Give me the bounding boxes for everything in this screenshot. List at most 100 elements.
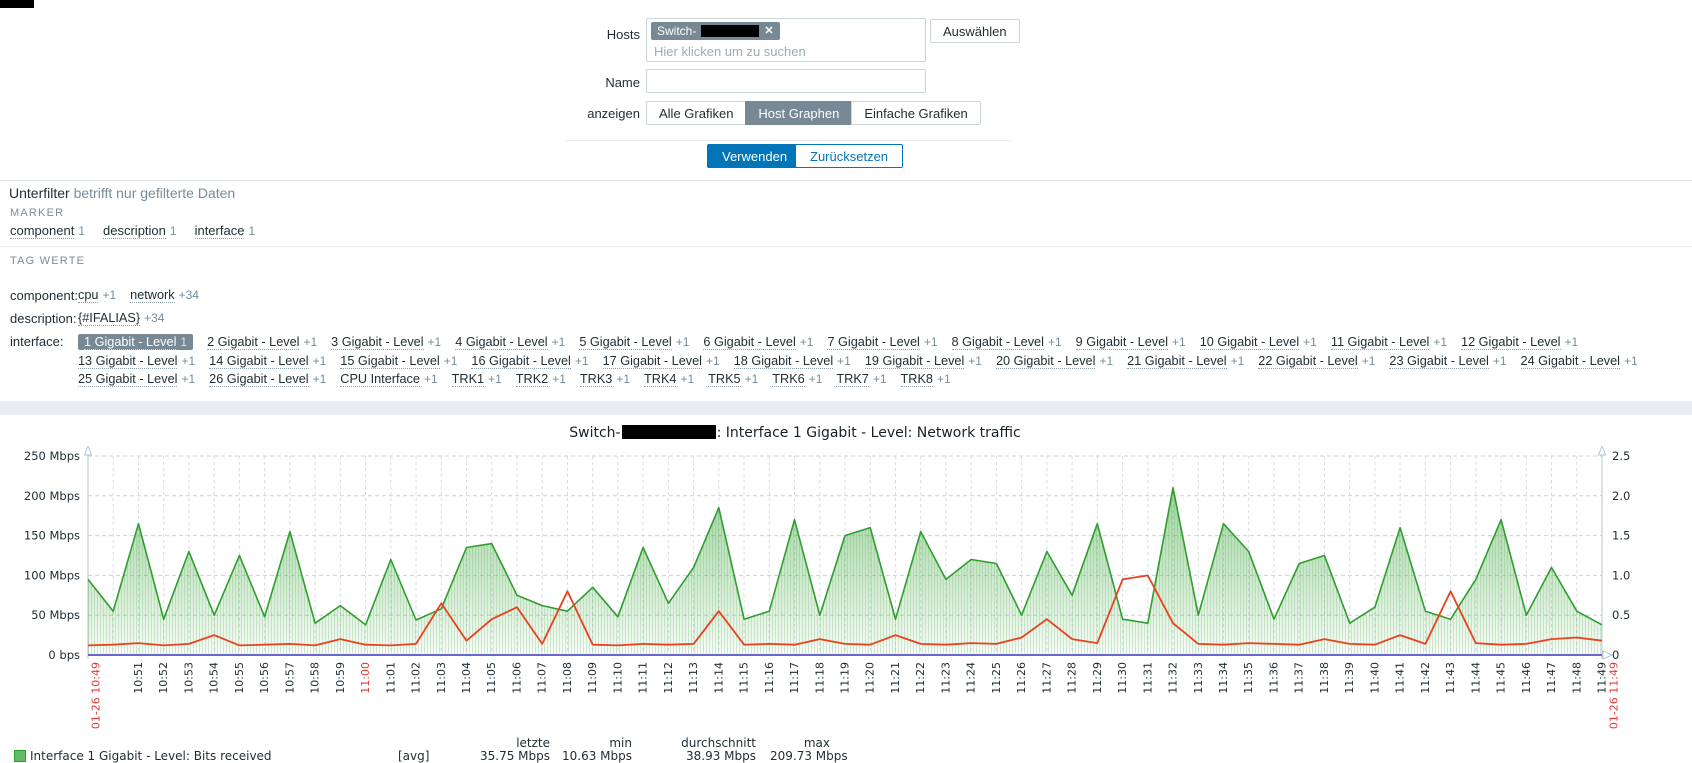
svg-text:2.0: 2.0 [1612, 489, 1630, 503]
chart-title-redaction [622, 425, 716, 439]
svg-text:11:30: 11:30 [1116, 662, 1129, 694]
svg-text:11:22: 11:22 [914, 662, 927, 694]
legend-value-min: 10.63 Mbps [562, 749, 632, 763]
zuruecksetzen-button[interactable]: Zurücksetzen [795, 144, 903, 168]
legend-series-mode: [avg] [398, 749, 429, 763]
svg-text:11:10: 11:10 [611, 662, 624, 694]
svg-text:11:23: 11:23 [939, 662, 952, 694]
tag-chip-4-gigabit-level[interactable]: 4 Gigabit - Level+1 [455, 335, 565, 349]
tag-row-label: interface: [10, 334, 78, 349]
svg-text:11:08: 11:08 [561, 662, 574, 694]
name-label: Name [560, 75, 640, 90]
marker-link-component[interactable]: component1 [10, 223, 85, 238]
tag-chip-trk8[interactable]: TRK8+1 [901, 372, 951, 386]
svg-text:50 Mbps: 50 Mbps [31, 608, 80, 622]
svg-text:11:37: 11:37 [1293, 662, 1306, 694]
anzeigen-option-host-graphen[interactable]: Host Graphen [745, 101, 852, 125]
tag-chip-15-gigabit-level[interactable]: 15 Gigabit - Level+1 [340, 354, 457, 368]
tag-chip-19-gigabit-level[interactable]: 19 Gigabit - Level+1 [865, 354, 982, 368]
tag-chip-23-gigabit-level[interactable]: 23 Gigabit - Level+1 [1389, 354, 1506, 368]
legend-swatch [14, 750, 26, 762]
svg-text:250 Mbps: 250 Mbps [24, 449, 80, 463]
tag-chip-1-gigabit-level[interactable]: 1 Gigabit - Level1 [78, 334, 193, 350]
tag-chip-24-gigabit-level[interactable]: 24 Gigabit - Level+1 [1521, 354, 1638, 368]
host-multiselect[interactable]: Switch- ✕ Hier klicken um zu suchen [646, 18, 926, 62]
anzeigen-option-alle-grafiken[interactable]: Alle Grafiken [646, 101, 746, 125]
tag-chip-2-gigabit-level[interactable]: 2 Gigabit - Level+1 [207, 335, 317, 349]
name-input[interactable] [646, 69, 926, 93]
tag-chip-25-gigabit-level[interactable]: 25 Gigabit - Level+1 [78, 372, 195, 386]
tag-chip-trk5[interactable]: TRK5+1 [708, 372, 758, 386]
tag-chip-7-gigabit-level[interactable]: 7 Gigabit - Level+1 [827, 335, 937, 349]
svg-text:11:18: 11:18 [813, 662, 826, 694]
svg-text:11:38: 11:38 [1318, 662, 1331, 694]
tag-chip-5-gigabit-level[interactable]: 5 Gigabit - Level+1 [579, 335, 689, 349]
svg-text:11:09: 11:09 [586, 662, 599, 694]
tag-chip-10-gigabit-level[interactable]: 10 Gigabit - Level+1 [1200, 335, 1317, 349]
svg-text:0.5: 0.5 [1612, 608, 1630, 622]
tag-werte-header: TAG WERTE [10, 255, 85, 267]
marker-links-row: component1 description1 interface1 [10, 223, 255, 238]
tag-chip-12-gigabit-level[interactable]: 12 Gigabit - Level+1 [1461, 335, 1578, 349]
tag-chip-11-gigabit-level[interactable]: 11 Gigabit - Level+1 [1331, 335, 1447, 349]
marker-link-description[interactable]: description1 [103, 223, 177, 238]
svg-text:11:00: 11:00 [359, 662, 372, 694]
tag-row-component: component:cpu+1network+34 [10, 288, 1690, 303]
tag-chip-trk6[interactable]: TRK6+1 [772, 372, 822, 386]
tag-chip-20-gigabit-level[interactable]: 20 Gigabit - Level+1 [996, 354, 1113, 368]
tag-chip-18-gigabit-level[interactable]: 18 Gigabit - Level+1 [734, 354, 851, 368]
host-chip[interactable]: Switch- ✕ [651, 22, 780, 40]
tag-chip-16-gigabit-level[interactable]: 16 Gigabit - Level+1 [471, 354, 588, 368]
svg-text:11:11: 11:11 [637, 662, 650, 694]
tag-chip-cpu-interface[interactable]: CPU Interface+1 [340, 372, 437, 386]
subfilter-subtitle: betrifft nur gefilterte Daten [74, 185, 236, 201]
tag-chip-9-gigabit-level[interactable]: 9 Gigabit - Level+1 [1076, 335, 1186, 349]
tag-chip-3-gigabit-level[interactable]: 3 Gigabit - Level+1 [331, 335, 441, 349]
svg-text:11:27: 11:27 [1040, 662, 1053, 694]
tag-chip-cpu[interactable]: cpu+1 [78, 288, 116, 302]
svg-text:11:44: 11:44 [1469, 662, 1482, 694]
tag-chip-trk1[interactable]: TRK1+1 [452, 372, 502, 386]
svg-text:10:59: 10:59 [334, 662, 347, 694]
tag-chip-trk4[interactable]: TRK4+1 [644, 372, 694, 386]
tag-chip--ifalias-[interactable]: {#IFALIAS}+34 [78, 311, 164, 325]
anzeigen-label: anzeigen [560, 106, 640, 121]
auswaehlen-button[interactable]: Auswählen [930, 19, 1020, 43]
tag-chip-13-gigabit-level[interactable]: 13 Gigabit - Level+1 [78, 354, 195, 368]
svg-text:10:52: 10:52 [157, 662, 170, 694]
tag-chip-trk3[interactable]: TRK3+1 [580, 372, 630, 386]
svg-text:11:03: 11:03 [435, 662, 448, 694]
svg-text:11:01: 11:01 [384, 662, 397, 694]
verwenden-button[interactable]: Verwenden [707, 144, 802, 168]
svg-text:11:39: 11:39 [1343, 662, 1356, 694]
tag-chip-26-gigabit-level[interactable]: 26 Gigabit - Level+1 [209, 372, 326, 386]
svg-text:11:17: 11:17 [788, 662, 801, 694]
multiselect-placeholder[interactable]: Hier klicken um zu suchen [651, 40, 921, 59]
tag-chip-trk2[interactable]: TRK2+1 [516, 372, 566, 386]
chart-title-suffix: : Interface 1 Gigabit - Level: Network t… [717, 425, 1021, 441]
svg-text:150 Mbps: 150 Mbps [24, 529, 80, 543]
svg-text:11:47: 11:47 [1545, 662, 1558, 694]
tag-chip-8-gigabit-level[interactable]: 8 Gigabit - Level+1 [952, 335, 1062, 349]
tag-chip-22-gigabit-level[interactable]: 22 Gigabit - Level+1 [1258, 354, 1375, 368]
svg-text:01-26 11:49: 01-26 11:49 [1608, 662, 1621, 729]
tag-chip-network[interactable]: network+34 [130, 288, 199, 302]
tag-chip-17-gigabit-level[interactable]: 17 Gigabit - Level+1 [603, 354, 720, 368]
chip-remove-icon[interactable]: ✕ [764, 24, 773, 38]
marker-link-interface[interactable]: interface1 [195, 223, 256, 238]
tag-chip-6-gigabit-level[interactable]: 6 Gigabit - Level+1 [703, 335, 813, 349]
svg-text:11:40: 11:40 [1368, 662, 1381, 694]
svg-text:10:51: 10:51 [132, 662, 145, 694]
svg-text:10:54: 10:54 [208, 662, 221, 694]
svg-text:11:35: 11:35 [1242, 662, 1255, 694]
tag-chip-21-gigabit-level[interactable]: 21 Gigabit - Level+1 [1127, 354, 1244, 368]
svg-text:11:48: 11:48 [1570, 662, 1583, 694]
tag-chip-trk7[interactable]: TRK7+1 [836, 372, 886, 386]
tag-chip-14-gigabit-level[interactable]: 14 Gigabit - Level+1 [209, 354, 326, 368]
network-traffic-graph[interactable]: 0 bps50 Mbps100 Mbps150 Mbps200 Mbps250 … [0, 446, 1692, 753]
svg-text:1.0: 1.0 [1612, 568, 1630, 582]
svg-text:10:56: 10:56 [258, 662, 271, 694]
svg-text:11:46: 11:46 [1520, 662, 1533, 694]
widget-separator-band [0, 401, 1692, 415]
anzeigen-option-einfache-grafiken[interactable]: Einfache Grafiken [851, 101, 980, 125]
